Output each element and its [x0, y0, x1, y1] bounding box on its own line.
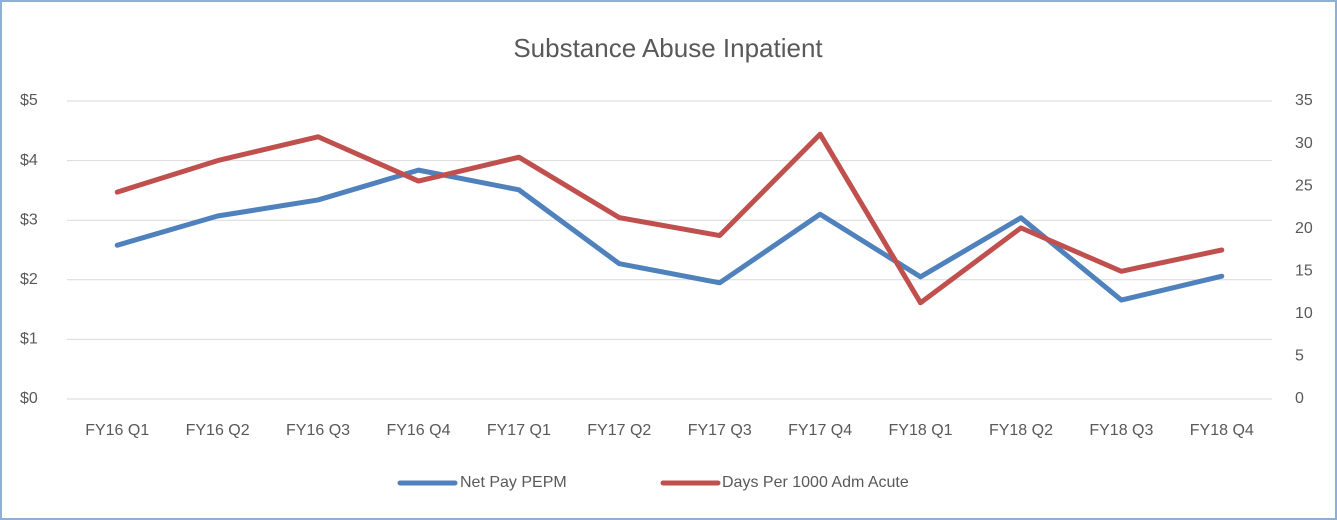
- legend-label: Days Per 1000 Adm Acute: [722, 474, 909, 491]
- x-tick-label: FY18 Q3: [1089, 422, 1153, 439]
- x-tick-label: FY18 Q2: [989, 422, 1053, 439]
- y2-tick-label: 25: [1295, 177, 1313, 194]
- y-tick-label: $4: [20, 152, 38, 169]
- x-tick-label: FY17 Q4: [788, 422, 852, 439]
- y2-tick-label: 35: [1295, 92, 1313, 109]
- y2-tick-label: 5: [1295, 348, 1304, 365]
- x-tick-label: FY18 Q1: [889, 422, 953, 439]
- y-tick-label: $0: [20, 390, 38, 407]
- chart-title: Substance Abuse Inpatient: [513, 33, 823, 63]
- x-tick-label: FY17 Q2: [587, 422, 651, 439]
- x-tick-label: FY16 Q2: [186, 422, 250, 439]
- series-line: [114, 131, 1225, 306]
- y-tick-label: $5: [20, 92, 38, 109]
- x-tick-label: FY18 Q4: [1190, 422, 1254, 439]
- series-line: [114, 167, 1225, 303]
- x-tick-label: FY16 Q1: [85, 422, 149, 439]
- y2-tick-label: 10: [1295, 305, 1313, 322]
- y-tick-label: $2: [20, 271, 38, 288]
- x-tick-label: FY17 Q1: [487, 422, 551, 439]
- y-tick-label: $3: [20, 211, 38, 228]
- y2-tick-label: 0: [1295, 390, 1304, 407]
- y2-tick-label: 15: [1295, 263, 1313, 280]
- legend-label: Net Pay PEPM: [460, 474, 567, 491]
- y-tick-label: $1: [20, 331, 38, 348]
- x-tick-label: FY17 Q3: [688, 422, 752, 439]
- y2-tick-label: 30: [1295, 135, 1313, 152]
- y2-tick-label: 20: [1295, 220, 1313, 237]
- x-tick-label: FY16 Q4: [386, 422, 450, 439]
- x-tick-label: FY16 Q3: [286, 422, 350, 439]
